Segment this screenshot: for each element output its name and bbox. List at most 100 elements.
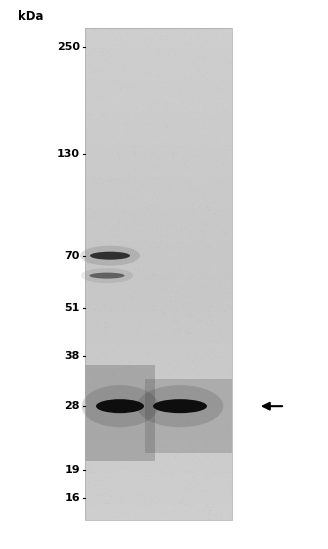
Point — [193, 458, 198, 467]
Point — [178, 166, 183, 175]
Point — [116, 351, 122, 360]
Point — [178, 449, 183, 458]
Point — [121, 318, 127, 327]
Point — [109, 53, 114, 62]
Point — [173, 122, 178, 131]
Point — [215, 281, 221, 289]
Point — [214, 362, 219, 371]
Point — [99, 289, 105, 298]
Point — [221, 511, 227, 520]
Point — [119, 295, 125, 304]
Point — [201, 71, 207, 80]
Point — [223, 27, 228, 36]
Point — [214, 380, 219, 389]
Point — [208, 400, 214, 409]
Point — [147, 326, 153, 334]
Point — [151, 270, 156, 279]
Point — [206, 338, 212, 346]
Point — [167, 131, 172, 140]
Point — [125, 333, 130, 342]
Point — [91, 135, 96, 143]
Point — [119, 187, 124, 195]
Point — [191, 154, 196, 163]
Point — [150, 385, 155, 394]
Point — [215, 471, 221, 480]
Point — [104, 344, 110, 352]
Point — [194, 439, 199, 448]
Point — [145, 462, 150, 471]
Point — [183, 242, 188, 251]
Point — [156, 445, 161, 454]
Point — [170, 321, 175, 329]
Point — [109, 351, 114, 360]
Point — [145, 279, 150, 288]
Point — [104, 360, 109, 368]
Point — [115, 303, 120, 312]
Point — [193, 105, 198, 114]
Point — [142, 121, 147, 130]
Point — [107, 74, 112, 82]
Point — [85, 458, 90, 467]
Point — [100, 396, 106, 405]
Point — [225, 290, 231, 299]
Point — [110, 96, 115, 105]
Point — [172, 506, 177, 514]
Point — [123, 121, 129, 130]
Point — [86, 433, 92, 442]
Point — [202, 37, 207, 46]
Point — [209, 430, 214, 439]
Point — [150, 239, 155, 248]
Point — [226, 89, 231, 98]
Point — [85, 59, 90, 68]
Point — [165, 205, 170, 214]
Point — [177, 457, 182, 466]
Point — [84, 134, 89, 143]
Point — [122, 287, 127, 296]
Point — [168, 296, 174, 305]
Point — [122, 40, 128, 48]
Point — [136, 217, 141, 226]
Point — [133, 143, 138, 152]
Point — [138, 95, 143, 104]
Point — [136, 133, 142, 142]
Point — [188, 293, 193, 302]
Point — [191, 154, 196, 163]
Point — [228, 211, 233, 220]
Point — [156, 433, 161, 442]
Point — [152, 222, 157, 231]
Point — [139, 388, 145, 396]
Point — [166, 184, 172, 193]
Point — [148, 232, 153, 240]
Point — [107, 26, 112, 35]
Point — [205, 413, 210, 422]
Point — [212, 480, 217, 489]
Point — [111, 442, 116, 451]
Point — [161, 393, 166, 401]
Point — [188, 233, 193, 242]
Point — [148, 114, 153, 123]
Point — [180, 516, 185, 524]
Point — [216, 263, 221, 272]
Point — [160, 468, 165, 477]
Point — [200, 192, 206, 201]
Point — [144, 458, 150, 467]
Point — [214, 288, 219, 297]
Point — [220, 323, 226, 332]
Point — [134, 159, 139, 167]
Point — [90, 423, 95, 432]
Point — [134, 310, 139, 318]
Point — [221, 398, 226, 407]
Point — [111, 441, 116, 450]
Point — [178, 463, 183, 472]
Point — [89, 196, 94, 205]
Point — [192, 349, 197, 357]
Point — [141, 502, 146, 511]
Point — [107, 172, 113, 181]
Point — [144, 396, 149, 405]
Point — [226, 302, 231, 311]
Point — [143, 149, 149, 158]
Point — [208, 402, 213, 411]
Point — [206, 385, 212, 394]
Point — [226, 287, 232, 296]
Point — [90, 232, 95, 241]
